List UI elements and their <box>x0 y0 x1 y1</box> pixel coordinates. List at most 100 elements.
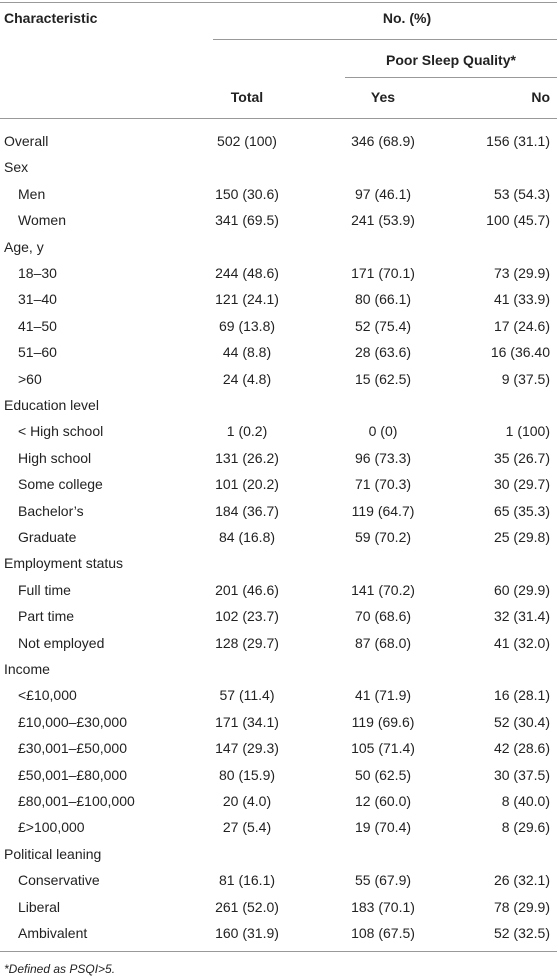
cell: 8 (40.0) <box>501 793 550 809</box>
cell: 41 (33.9) <box>493 291 550 308</box>
column-header: Total <box>230 89 264 105</box>
cell: 9 (37.5) <box>501 370 550 387</box>
cell: 20 (4.0) <box>222 793 272 809</box>
cell: 87 (68.0) <box>354 634 412 651</box>
row-label: High school <box>18 449 92 466</box>
cell: 78 (29.9) <box>493 898 550 915</box>
cell: 52 (32.5) <box>493 925 550 941</box>
cell: 27 (5.4) <box>222 819 272 836</box>
cell: 24 (4.8) <box>222 370 272 387</box>
row-label: 18–30 <box>18 265 57 281</box>
cell: 105 (71.4) <box>351 740 415 757</box>
cell: 60 (29.9) <box>493 581 550 598</box>
column-header: No <box>531 89 550 105</box>
row-label: Women <box>18 212 66 229</box>
cell: 50 (62.5) <box>354 766 412 783</box>
cell: 0 (0) <box>368 423 398 440</box>
header-subgroup: Poor Sleep Quality* <box>386 52 516 68</box>
row-label: 31–40 <box>18 291 57 308</box>
cell: 119 (69.6) <box>351 713 415 730</box>
cell: 201 (46.6) <box>215 581 279 598</box>
row-label: £>100,000 <box>18 819 85 836</box>
row-label: Full time <box>18 581 71 598</box>
cell: 25 (29.8) <box>493 529 550 545</box>
section-label: Sex <box>4 159 29 176</box>
cell: 101 (20.2) <box>215 476 279 493</box>
cell: 141 (70.2) <box>351 581 415 598</box>
column-header: Yes <box>370 89 396 105</box>
cell: 57 (11.4) <box>219 687 275 704</box>
row-label: Conservative <box>18 872 100 889</box>
cell: 1 (0.2) <box>226 423 268 440</box>
row-label: 51–60 <box>18 344 57 361</box>
cell: 1 (100) <box>505 423 550 440</box>
row-label: <£10,000 <box>18 687 77 704</box>
cell: 261 (52.0) <box>215 898 279 915</box>
section-label: Income <box>4 661 50 677</box>
rule <box>0 118 557 119</box>
cell: 102 (23.7) <box>215 608 279 625</box>
row-label: >60 <box>18 370 42 387</box>
cell: 19 (70.4) <box>354 819 412 836</box>
cell: 97 (46.1) <box>354 185 412 202</box>
cell: 346 (68.9) <box>351 133 415 149</box>
cell: 184 (36.7) <box>215 502 279 519</box>
cell: 241 (53.9) <box>351 212 415 229</box>
cell: 73 (29.9) <box>493 265 550 281</box>
row-label: £50,001–£80,000 <box>18 766 127 783</box>
row-label: Some college <box>18 476 103 493</box>
cell: 8 (29.6) <box>501 819 550 836</box>
cell: 12 (60.0) <box>354 793 412 809</box>
cell: 80 (15.9) <box>218 766 276 783</box>
row-label: Part time <box>18 608 75 625</box>
cell: 502 (100) <box>217 133 277 149</box>
cell: 128 (29.7) <box>215 634 279 651</box>
cell: 53 (54.3) <box>493 185 550 202</box>
cell: 131 (26.2) <box>215 449 279 466</box>
row-label: Ambivalent <box>18 925 88 941</box>
row-label: 41–50 <box>18 317 57 334</box>
cell: 156 (31.1) <box>486 133 550 149</box>
cell: 71 (70.3) <box>354 476 412 493</box>
cell: 244 (48.6) <box>215 265 279 281</box>
cell: 70 (68.6) <box>354 608 412 625</box>
cell: 41 (32.0) <box>493 634 550 651</box>
row-label: Men <box>18 185 46 202</box>
cell: 52 (30.4) <box>493 713 550 730</box>
cell: 17 (24.6) <box>493 317 550 334</box>
rule <box>213 39 557 40</box>
cell: 32 (31.4) <box>493 608 550 625</box>
rule <box>0 2 557 3</box>
cell: 96 (73.3) <box>354 449 412 466</box>
cell: 41 (71.9) <box>354 687 412 704</box>
cell: 121 (24.1) <box>215 291 279 308</box>
row-label: Overall <box>4 133 49 149</box>
rule <box>345 77 557 78</box>
row-label: £30,001–£50,000 <box>18 740 127 757</box>
cell: 160 (31.9) <box>215 925 279 941</box>
cell: 100 (45.7) <box>486 212 550 229</box>
section-label: Age, y <box>4 238 44 255</box>
cell: 26 (32.1) <box>493 872 550 889</box>
cell: 81 (16.1) <box>218 872 276 889</box>
cell: 150 (30.6) <box>215 185 279 202</box>
cell: 42 (28.6) <box>493 740 550 757</box>
cell: 108 (67.5) <box>351 925 415 941</box>
header-group: No. (%) <box>382 10 432 26</box>
cell: 80 (66.1) <box>354 291 412 308</box>
cell: 52 (75.4) <box>354 317 412 334</box>
cell: 15 (62.5) <box>354 370 412 387</box>
row-label: £10,000–£30,000 <box>18 713 127 730</box>
cell: 171 (70.1) <box>351 265 415 281</box>
row-label: Not employed <box>18 634 105 651</box>
header-characteristic: Characteristic <box>4 10 98 26</box>
cell: 59 (70.2) <box>354 529 412 545</box>
row-label: Bachelor’s <box>18 502 84 519</box>
cell: 341 (69.5) <box>215 212 279 229</box>
cell: 16 (28.1) <box>493 687 550 704</box>
cell: 16 (36.40 <box>490 344 550 361</box>
row-label: Liberal <box>18 898 61 915</box>
cell: 28 (63.6) <box>354 344 412 361</box>
row-label: < High school <box>18 423 104 440</box>
